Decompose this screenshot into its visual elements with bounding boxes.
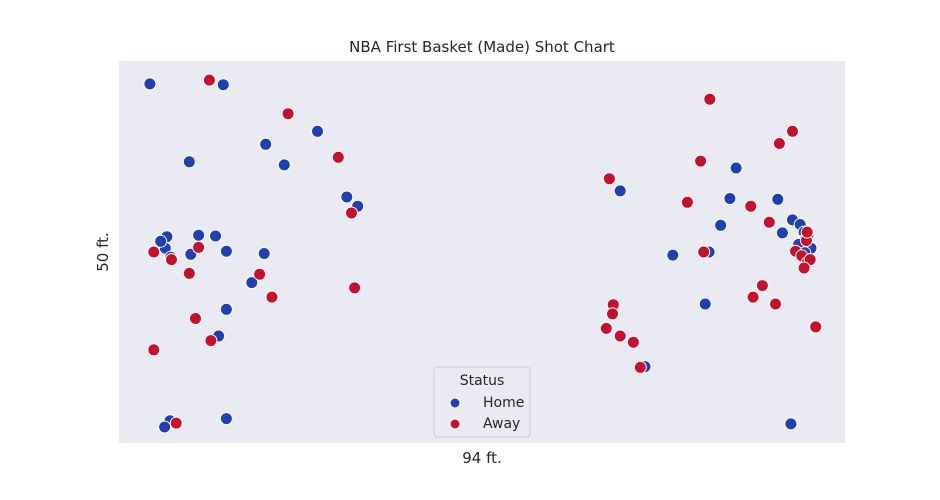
shot-point-away-10	[204, 334, 218, 348]
legend-marker-home	[449, 397, 461, 409]
shot-point-home-5	[311, 124, 324, 138]
shot-point-away-11	[147, 343, 161, 357]
shot-point-home-23	[613, 184, 627, 198]
shot-point-away-18	[680, 195, 694, 209]
shot-point-home-13	[192, 228, 206, 242]
shot-point-home-16	[257, 247, 271, 260]
shot-point-home-4	[277, 158, 291, 172]
shot-point-home-28	[666, 248, 680, 262]
shot-point-home-32	[775, 226, 789, 240]
shot-point-home-21	[158, 420, 172, 434]
shot-point-home-22	[219, 412, 233, 426]
legend-label-away: Away	[483, 416, 520, 432]
shot-point-away-22	[762, 215, 776, 229]
shot-point-away-27	[613, 329, 627, 343]
shot-point-away-32	[769, 297, 782, 311]
points-layer	[143, 73, 823, 434]
shot-point-away-3	[345, 206, 358, 220]
shot-point-away-30	[755, 279, 769, 293]
shot-point-home-3	[259, 137, 273, 151]
shot-point-away-14	[348, 281, 362, 295]
shot-point-away-28	[626, 335, 640, 349]
shot-point-home-25	[723, 192, 737, 205]
shot-point-home-17	[245, 276, 259, 290]
shot-point-away-23	[697, 245, 711, 259]
shot-point-home-24	[729, 161, 743, 175]
shot-point-away-17	[602, 172, 616, 186]
shot-point-away-38	[800, 225, 814, 239]
shot-point-away-26	[599, 321, 613, 335]
x-axis-label: 94 ft.	[462, 449, 502, 467]
shot-point-away-20	[786, 124, 799, 138]
shot-point-away-6	[192, 240, 206, 254]
shot-point-home-26	[714, 218, 728, 232]
shot-point-away-1	[281, 107, 295, 121]
shot-point-home-15	[219, 244, 233, 258]
legend-label-home: Home	[483, 395, 524, 411]
shot-point-away-19	[744, 199, 758, 213]
shot-point-away-25	[606, 307, 619, 321]
shot-point-home-1	[216, 78, 230, 92]
shot-point-home-0	[143, 77, 157, 91]
legend-marker-away	[449, 418, 461, 430]
shot-point-home-10	[154, 234, 168, 248]
shot-point-home-6	[340, 190, 354, 204]
shot-point-home-43	[784, 417, 798, 431]
shot-point-home-18	[219, 302, 233, 316]
chart-title: NBA First Basket (Made) Shot Chart	[349, 38, 615, 56]
shot-point-away-2	[331, 150, 345, 164]
y-axis-label: 50 ft.	[94, 232, 112, 272]
shot-point-away-21	[772, 137, 786, 150]
shot-point-away-5	[165, 253, 178, 267]
shot-point-away-16	[694, 154, 708, 168]
shot-point-away-8	[253, 267, 267, 281]
shot-point-away-4	[147, 245, 161, 259]
shot-point-away-31	[746, 290, 760, 304]
legend: Status Home Away	[433, 366, 531, 438]
shot-point-away-0	[202, 73, 216, 87]
shot-point-home-31	[771, 192, 785, 206]
shot-point-away-12	[265, 290, 279, 304]
shot-point-away-9	[189, 312, 202, 325]
shot-point-away-39	[797, 261, 811, 275]
shot-point-home-2	[182, 155, 196, 169]
shot-point-away-13	[169, 416, 183, 430]
shot-point-home-14	[209, 229, 222, 243]
shot-point-home-29	[698, 297, 712, 311]
shot-point-away-7	[182, 266, 196, 280]
legend-title: Status	[460, 373, 505, 389]
shot-point-away-29	[633, 360, 647, 374]
shot-point-away-40	[809, 320, 823, 334]
shot-point-away-15	[703, 92, 717, 106]
